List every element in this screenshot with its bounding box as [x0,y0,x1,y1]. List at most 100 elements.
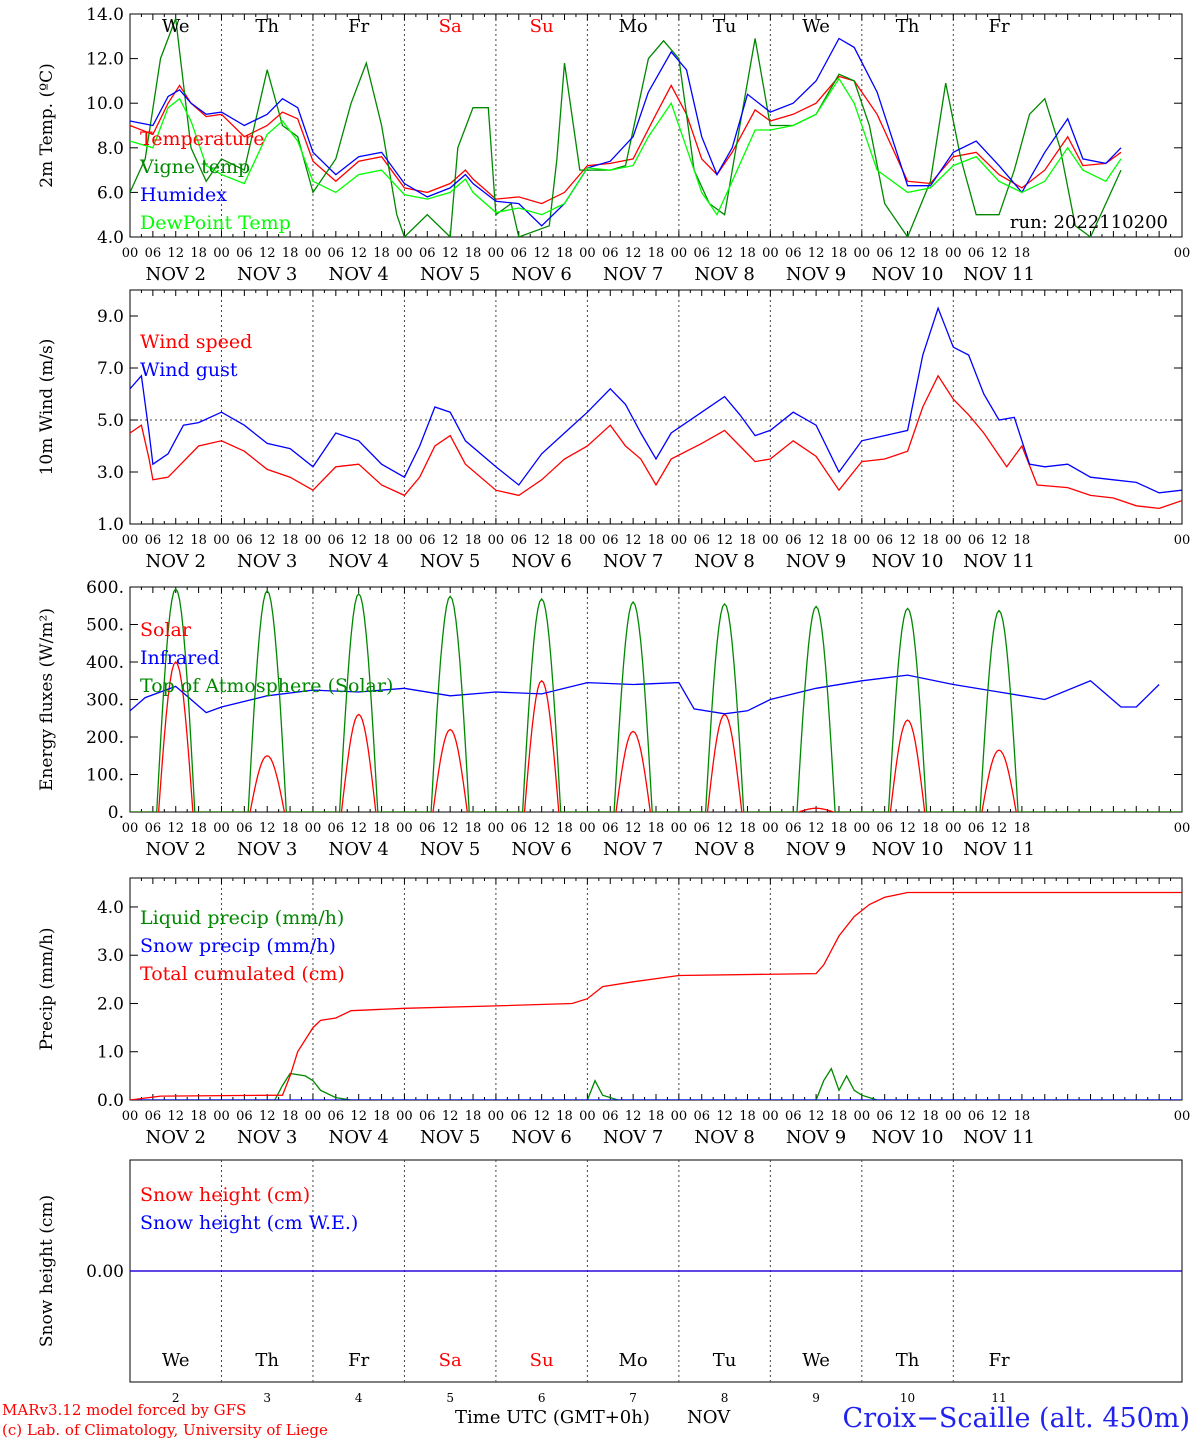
x-hour-label: 18 [556,246,573,261]
x-hour-label: 00 [488,246,505,261]
x-hour-label: 00 [945,246,962,261]
x-hour-label: 12 [808,821,825,836]
day-name: Th [255,1350,279,1371]
y-tick-label: 0. [108,803,124,823]
day-name: Th [896,1350,920,1371]
day-name: Th [896,16,920,37]
panel-frame [129,586,1183,813]
x-hour-label: 00 [122,246,139,261]
panel-snow: 0.00 Snow height (cm) Snow height (cm) Snow… [37,1159,1183,1383]
panel-energy: 0. 100. 200. 300. 400. 500. 600. Energy fluxes … [37,578,1190,860]
x-hour-label: 12 [899,533,916,548]
x-hour-label: 00 [122,821,139,836]
legend-entry: Vigne temp [139,156,250,178]
x-hour-label: 06 [602,821,619,836]
x-hour-label: 00 [305,533,322,548]
x-date-label: NOV 3 [237,839,297,860]
x-hour-label: 12 [442,821,459,836]
legend-entry: Solar [140,619,192,641]
day-name: Th [255,16,279,37]
y-tick-label: 14.0 [86,5,124,25]
x-date-label: NOV 6 [511,264,571,285]
series-line-total-cumulated-cm- [130,891,1182,1100]
x-hour-label: 12 [350,821,367,836]
y-tick-label: 5.0 [97,411,124,431]
date-number: 9 [812,1391,820,1405]
x-hour-label: 06 [511,821,528,836]
x-hour-label: 00 [579,533,596,548]
y-axis-label: Snow height (cm) [37,1195,57,1347]
y-tick-label: 7.0 [97,359,124,379]
x-hour-label: 12 [350,246,367,261]
x-hour-label: 18 [373,821,390,836]
x-hour-label: 00 [945,533,962,548]
x-hour-label: 18 [282,1109,299,1124]
x-hour-label: 12 [533,533,550,548]
x-date-label: NOV 2 [146,839,206,860]
y-axis-label: Precip (mm/h) [37,927,57,1050]
x-hour-label: 06 [785,246,802,261]
y-tick-label: 4.0 [97,898,124,918]
x-date-label: NOV 4 [329,1127,389,1148]
x-hour-label: 06 [328,533,345,548]
x-hour-label: 00 [1174,246,1191,261]
day-name: Fr [988,1350,1009,1371]
series-line-dewpoint-temp [130,77,1122,217]
x-hour-label: 06 [876,1109,893,1124]
x-hour-label: 00 [213,533,230,548]
legend-entry: Total cumulated (cm) [140,963,345,985]
day-name: Fr [988,16,1009,37]
x-date-label: NOV 7 [603,1127,663,1148]
x-hour-label: 06 [693,246,710,261]
x-hour-label: 18 [373,246,390,261]
x-date-label: NOV 8 [694,839,754,860]
y-tick-label: 300. [86,691,124,711]
day-name: Fr [348,1350,369,1371]
x-date-label: NOV 7 [603,264,663,285]
y-tick-label: 500. [86,616,124,636]
x-hour-label: 06 [693,1109,710,1124]
date-number: 5 [446,1391,454,1405]
x-hour-label: 12 [991,1109,1008,1124]
x-hour-label: 00 [762,1109,779,1124]
series-line-wind-gust [130,306,1182,494]
x-date-label: NOV 9 [786,839,846,860]
x-hour-label: 18 [831,533,848,548]
x-hour-label: 00 [122,533,139,548]
y-tick-label: 8.0 [97,139,124,159]
x-hour-label: 06 [968,821,985,836]
day-name: Fr [348,16,369,37]
x-hour-label: 18 [648,1109,665,1124]
x-date-label: NOV 7 [603,839,663,860]
day-name: We [802,1350,830,1371]
x-hour-label: 06 [785,1109,802,1124]
day-name: Tu [713,1350,737,1371]
x-hour-label: 18 [373,533,390,548]
x-hour-label: 12 [899,821,916,836]
x-hour-label: 06 [693,821,710,836]
y-tick-label: 0.0 [97,1091,124,1111]
y-tick-label: 600. [86,578,124,598]
series-line-infrared [130,674,1160,715]
x-hour-label: 06 [145,821,162,836]
y-axis-label: 10m Wind (m/s) [37,339,57,476]
x-date-label: NOV 2 [146,551,206,572]
lab-credit: (c) Lab. of Climatology, University of L… [2,1421,328,1439]
legend-entry: Wind gust [140,359,238,381]
y-tick-label: 1.0 [97,1043,124,1063]
x-hour-label: 00 [945,1109,962,1124]
x-date-label: NOV 6 [511,551,571,572]
y-tick-label: 400. [86,653,124,673]
x-hour-label: 00 [854,246,871,261]
x-hour-label: 12 [625,533,642,548]
x-date-label: NOV 4 [329,551,389,572]
x-hour-label: 12 [716,533,733,548]
x-hour-label: 06 [236,821,253,836]
x-date-label: NOV 8 [694,1127,754,1148]
x-hour-label: 06 [785,821,802,836]
x-hour-label: 12 [899,246,916,261]
series-line-top-of-atmosphere-solar- [130,587,1182,812]
x-hour-label: 18 [282,533,299,548]
legend-entry: Liquid precip (mm/h) [140,907,344,929]
